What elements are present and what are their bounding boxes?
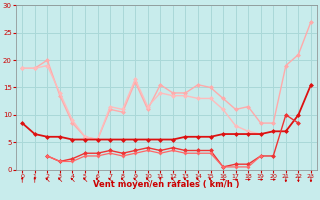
X-axis label: Vent moyen/en rafales ( km/h ): Vent moyen/en rafales ( km/h )	[93, 180, 240, 189]
